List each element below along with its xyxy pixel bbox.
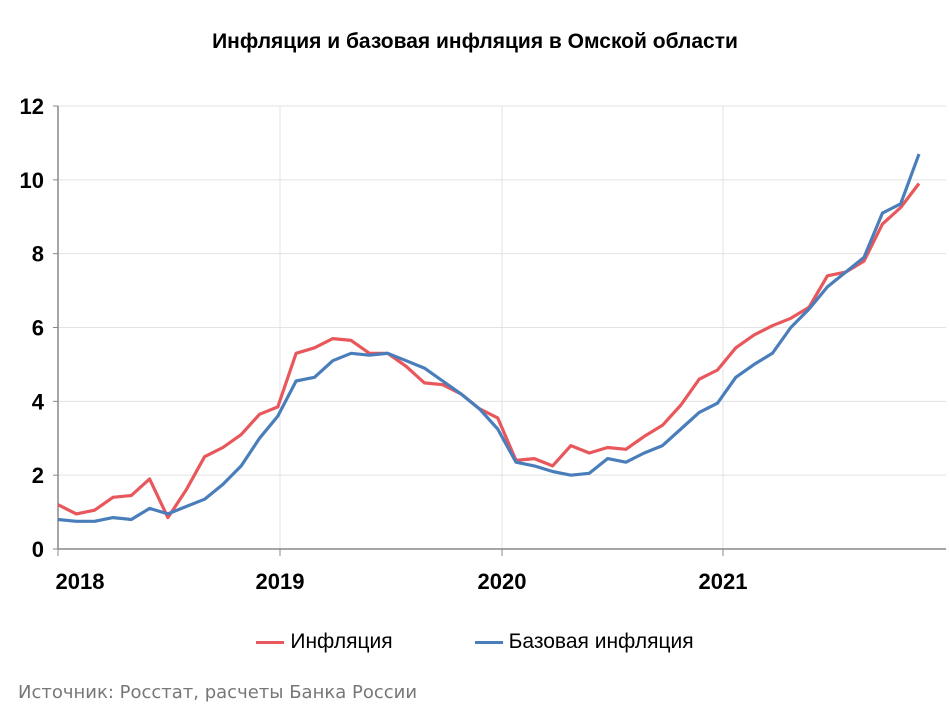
y-tick-label: 12 [20, 94, 44, 119]
legend-label-core-inflation: Базовая инфляция [508, 630, 694, 653]
y-tick-label: 2 [32, 463, 44, 488]
legend: Инфляция Базовая инфляция [0, 630, 950, 654]
chart-title: Инфляция и базовая инфляция в Омской обл… [212, 30, 738, 53]
series-line-core-inflation [57, 153, 921, 523]
y-tick-label: 0 [32, 537, 44, 562]
series-line-inflation [57, 182, 921, 520]
y-tick-label: 10 [20, 168, 44, 193]
legend-label-inflation: Инфляция [290, 630, 393, 653]
x-tick-label: 2019 [256, 569, 305, 594]
source-note: Источник: Росстат, расчеты Банка России [18, 682, 418, 703]
legend-item-core-inflation: Базовая инфляция [474, 630, 694, 654]
y-tick-label: 8 [32, 242, 44, 267]
legend-swatch-inflation [256, 640, 285, 644]
y-tick-label: 4 [32, 389, 45, 414]
legend-item-inflation: Инфляция [256, 630, 393, 654]
legend-swatch-core-inflation [474, 640, 503, 644]
x-tick-label: 2021 [699, 569, 748, 594]
x-tick-label: 2018 [56, 569, 105, 594]
y-tick-label: 6 [32, 316, 44, 341]
x-tick-label: 2020 [478, 569, 527, 594]
